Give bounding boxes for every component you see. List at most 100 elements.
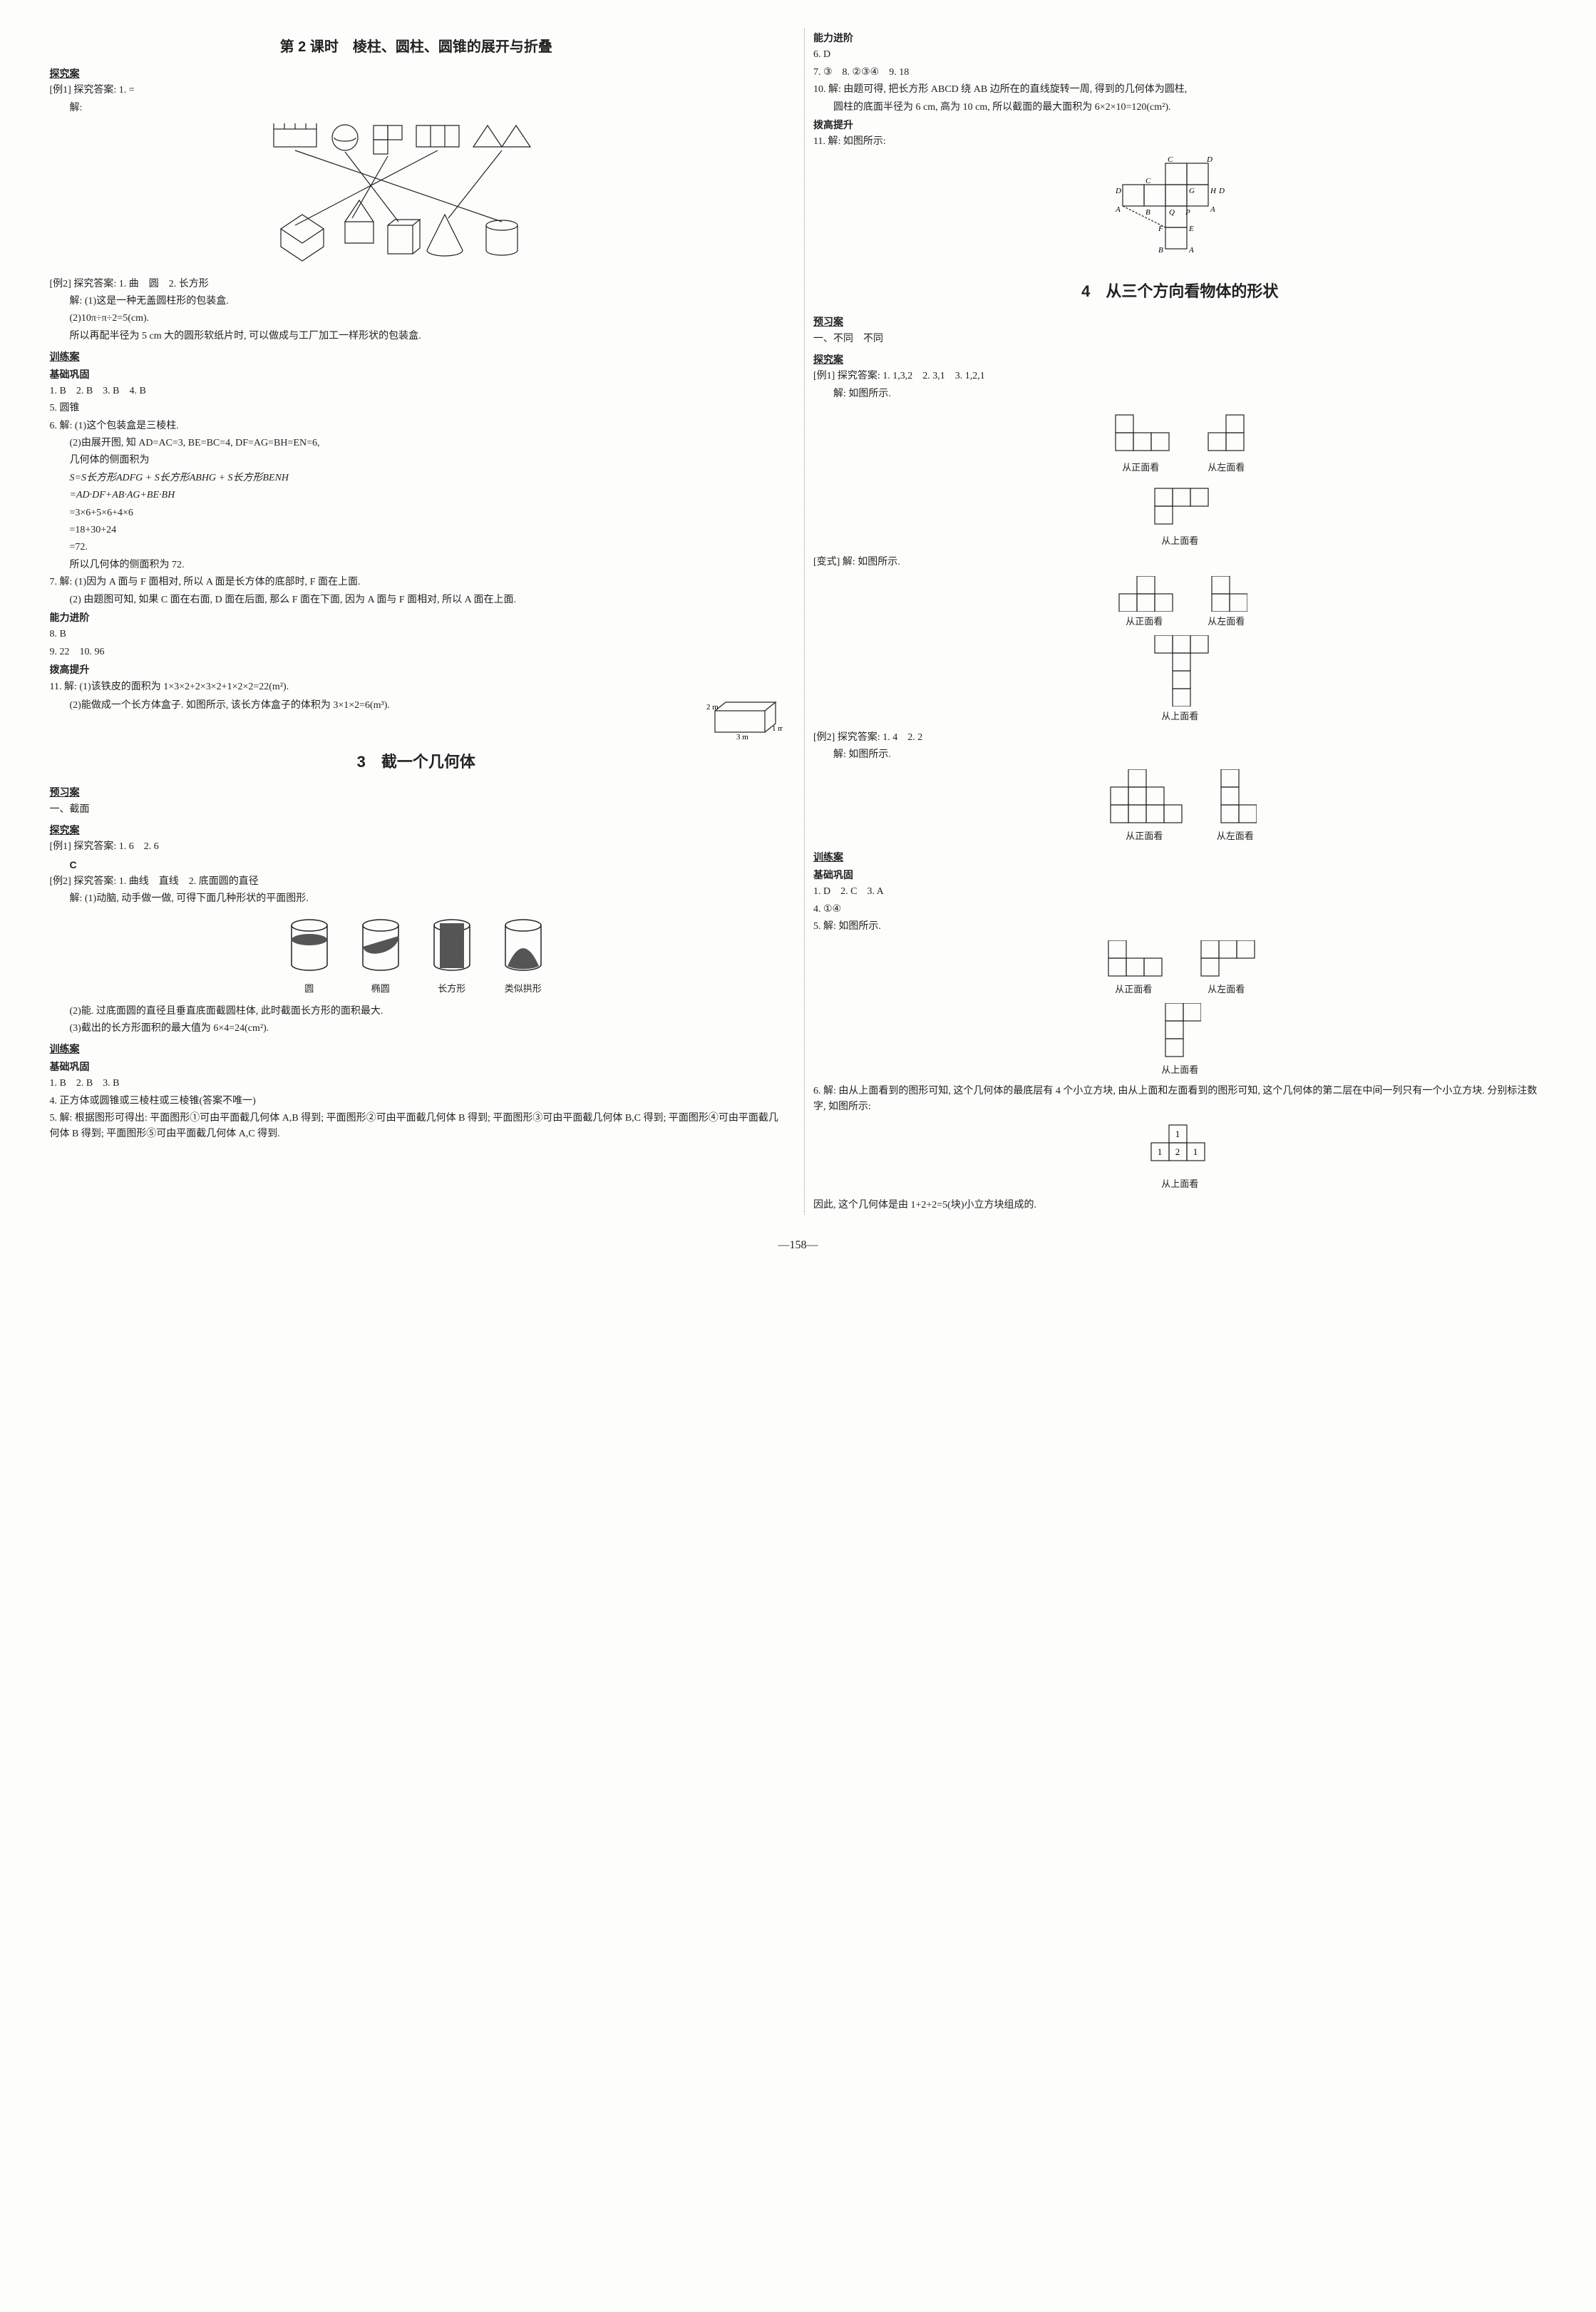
svg-text:E: E bbox=[1188, 225, 1194, 233]
tanjiu-header-2: 探究案 bbox=[50, 822, 783, 838]
view-label: 从上面看 bbox=[813, 1177, 1547, 1192]
svg-text:3 m: 3 m bbox=[736, 733, 748, 739]
svg-text:1: 1 bbox=[1175, 1129, 1180, 1139]
svg-text:1: 1 bbox=[1158, 1146, 1163, 1157]
svg-text:F: F bbox=[1158, 225, 1163, 233]
tanjiu-header-r: 探究案 bbox=[813, 351, 1547, 367]
jichu-header-r: 基础巩固 bbox=[813, 867, 1547, 883]
view-label: 从左面看 bbox=[1208, 984, 1245, 995]
ans-1r: 1. D 2. C 3. A bbox=[813, 884, 1547, 900]
front-view-3: 从正面看 bbox=[1103, 769, 1185, 844]
views-row-1: 从正面看 从左面看 bbox=[813, 408, 1547, 476]
ans-b4: 4. 正方体或圆锥或三棱柱或三棱锥(答案不唯一) bbox=[50, 1094, 783, 1109]
q6-9: 所以几何体的侧面积为 72. bbox=[50, 558, 783, 573]
view-label: 从左面看 bbox=[1208, 462, 1245, 473]
q6-3: 几何体的侧面积为 bbox=[50, 453, 783, 468]
example2-header: [例2] 探究答案: 1. 曲 圆 2. 长方形 bbox=[50, 277, 783, 292]
views-row-4: 从正面看 从左面看 bbox=[813, 940, 1547, 997]
views-row-2: 从正面看 从左面看 bbox=[813, 576, 1547, 630]
q6-6: =3×6+5×6+4×6 bbox=[50, 505, 783, 521]
q6-5: =AD·DF+AB·AG+BE·BH bbox=[50, 488, 783, 503]
q6-4: S=S长方形ADFG + S长方形ABHG + S长方形BENH bbox=[50, 471, 783, 486]
shape-label: 椭圆 bbox=[371, 983, 390, 994]
cylinder-sections-row: 圆 椭圆 长方形 类似拱形 bbox=[50, 915, 783, 997]
svg-text:Q: Q bbox=[1169, 208, 1175, 217]
li2b-2: (2)能. 过底面圆的直径且垂直底面截圆柱体, 此时截面长方形的面积最大. bbox=[50, 1004, 783, 1019]
top-view-2: 从上面看 bbox=[1148, 635, 1212, 724]
view-label: 从正面看 bbox=[1122, 462, 1159, 473]
view-label: 从上面看 bbox=[1161, 1064, 1198, 1075]
ans-5: 5. 圆锥 bbox=[50, 401, 783, 416]
li2-line3: 所以再配半径为 5 cm 大的圆形软纸片时, 可以做成与工厂加工一样形状的包装盒… bbox=[50, 329, 783, 344]
lesson-title-1: 第 2 课时 棱柱、圆柱、圆锥的展开与折叠 bbox=[50, 36, 783, 58]
shape-ellipse: 椭圆 bbox=[356, 915, 406, 997]
svg-text:A: A bbox=[1115, 205, 1121, 214]
front-view-2: 从正面看 bbox=[1112, 576, 1176, 630]
svg-text:A: A bbox=[1210, 205, 1215, 214]
left-view: 从左面看 bbox=[1201, 408, 1251, 476]
xunlian-header-r: 训练案 bbox=[813, 849, 1547, 865]
left-view-3: 从左面看 bbox=[1214, 769, 1257, 844]
left-view-2: 从左面看 bbox=[1205, 576, 1247, 630]
tanjiu-header: 探究案 bbox=[50, 66, 783, 81]
svg-text:2: 2 bbox=[1175, 1146, 1180, 1157]
view-label: 从左面看 bbox=[1217, 831, 1254, 841]
svg-text:P: P bbox=[1185, 208, 1190, 217]
section-title-3: 3 截一个几何体 bbox=[50, 749, 783, 774]
view-label: 从正面看 bbox=[1126, 831, 1163, 841]
yuxi-1r: 一、不同 不同 bbox=[813, 332, 1547, 347]
li1b-ans: C bbox=[50, 857, 783, 873]
shape-circle: 圆 bbox=[284, 915, 334, 997]
q10-2: 圆柱的底面半径为 6 cm, 高为 10 cm, 所以截面的最大面积为 6×2×… bbox=[813, 100, 1547, 115]
q11-2: (2)能做成一个长方体盒子. 如图所示, 该长方体盒子的体积为 3×1×2=6(… bbox=[50, 698, 698, 714]
svg-text:2 m: 2 m bbox=[706, 703, 719, 711]
page-container: 第 2 课时 棱柱、圆柱、圆锥的展开与折叠 探究案 [例1] 探究答案: 1. … bbox=[50, 29, 1547, 1215]
yuxi-header: 预习案 bbox=[50, 784, 783, 800]
front-view: 从正面看 bbox=[1108, 408, 1173, 476]
li2b-3: (3)截出的长方形面积的最大值为 6×4=24(cm²). bbox=[50, 1021, 783, 1037]
li1b: [例1] 探究答案: 1. 6 2. 6 bbox=[50, 839, 783, 855]
shape-arch: 类似拱形 bbox=[498, 915, 548, 997]
q6-8: =72. bbox=[50, 540, 783, 555]
left-column: 第 2 课时 棱柱、圆柱、圆锥的展开与折叠 探究案 [例1] 探究答案: 1. … bbox=[50, 29, 783, 1215]
li2-line2: (2)10π÷π÷2=5(cm). bbox=[50, 311, 783, 327]
svg-text:A: A bbox=[1188, 246, 1194, 255]
ans-7r: 7. ③ 8. ②③④ 9. 18 bbox=[813, 65, 1547, 81]
ans-1-4: 1. B 2. B 3. B 4. B bbox=[50, 384, 783, 399]
view-label: 从上面看 bbox=[1161, 711, 1198, 721]
nengli-header: 能力进阶 bbox=[50, 610, 783, 625]
svg-text:1: 1 bbox=[1193, 1146, 1198, 1157]
svg-text:G: G bbox=[1189, 187, 1195, 195]
bagao-header: 拨高提升 bbox=[50, 662, 783, 677]
svg-text:C: C bbox=[1168, 156, 1173, 164]
view-label: 从左面看 bbox=[1208, 616, 1245, 627]
li1-r: [例1] 探究答案: 1. 1,3,2 2. 3,1 3. 1,2,1 bbox=[813, 369, 1547, 384]
li2-line1: 解: (1)这是一种无盖圆柱形的包装盒. bbox=[50, 294, 783, 309]
section-title-4: 4 从三个方向看物体的形状 bbox=[813, 279, 1547, 304]
view-label: 从正面看 bbox=[1115, 984, 1152, 995]
q6-7: =18+30+24 bbox=[50, 523, 783, 538]
svg-text:1 m: 1 m bbox=[772, 724, 783, 733]
top-view-4: 从上面看 bbox=[1158, 1003, 1201, 1078]
nets-matching-diagram bbox=[50, 122, 783, 270]
svg-text:H: H bbox=[1210, 187, 1217, 195]
views-row-4-top: 从上面看 bbox=[813, 1003, 1547, 1078]
li2b: [例2] 探究答案: 1. 曲线 直线 2. 底面圆的直径 bbox=[50, 874, 783, 890]
front-view-4: 从正面看 bbox=[1101, 940, 1165, 997]
svg-text:D: D bbox=[1206, 156, 1213, 164]
yuxi-header-r: 预习案 bbox=[813, 314, 1547, 329]
shape-label: 类似拱形 bbox=[505, 983, 542, 994]
shape-label: 圆 bbox=[304, 983, 314, 994]
views-row-1-top: 从上面看 bbox=[813, 481, 1547, 549]
jichu-header-2: 基础巩固 bbox=[50, 1059, 783, 1074]
xunlian-header-2: 训练案 bbox=[50, 1041, 783, 1057]
page-number: —158— bbox=[43, 1236, 1553, 1255]
q6-2r: 因此, 这个几何体是由 1+2+2=5(块)小立方块组成的. bbox=[813, 1198, 1547, 1213]
q7-2: (2) 由题图可知, 如果 C 面在右面, D 面在后面, 那么 F 面在下面,… bbox=[50, 592, 783, 608]
svg-text:C: C bbox=[1145, 177, 1151, 185]
svg-text:D: D bbox=[1218, 187, 1225, 195]
svg-text:B: B bbox=[1158, 246, 1163, 255]
top-view: 从上面看 bbox=[1148, 481, 1212, 549]
ans-b1: 1. B 2. B 3. B bbox=[50, 1076, 783, 1091]
xunlian-header: 训练案 bbox=[50, 349, 783, 364]
